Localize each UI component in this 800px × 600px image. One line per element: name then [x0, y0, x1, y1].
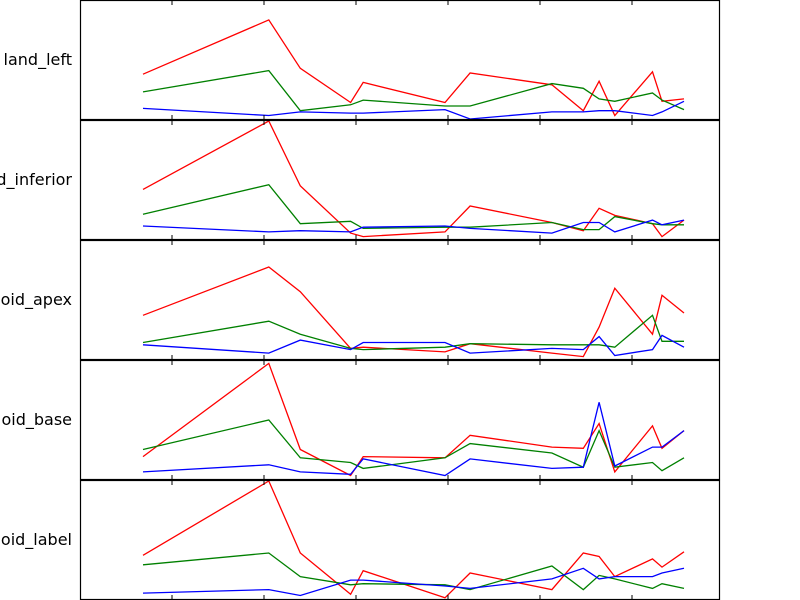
series-line-2-1 [142, 120, 685, 238]
panel-5: oid_label [1, 479, 721, 600]
series-line-5-1 [142, 480, 685, 599]
axes-frame [79, 0, 721, 121]
y-axis-label: oid_base [1, 410, 72, 430]
series-line-1-2 [142, 69, 685, 112]
series-line-4-1 [142, 362, 685, 477]
series-line-5-3 [142, 567, 685, 597]
series-line-2-2 [142, 183, 684, 231]
series-line-5-2 [142, 552, 685, 591]
series-line-3-1 [142, 266, 685, 358]
y-axis-label: oid_apex [1, 290, 72, 310]
series-line-1-1 [142, 19, 685, 117]
axes-frame [79, 239, 721, 361]
axes-frame [79, 119, 721, 241]
axes-frame [79, 359, 721, 481]
series-line-4-3 [142, 402, 685, 477]
y-axis-label: d_inferior [0, 170, 72, 190]
series-line-2-3 [142, 219, 685, 234]
series-line-3-3 [142, 334, 685, 357]
chart-panels: land_left d_inferior oid_apex oid_base oid_l… [0, 0, 721, 600]
y-axis-label: land_left [4, 50, 72, 70]
series-line-1-3 [142, 100, 685, 120]
panel-2: d_inferior [0, 119, 721, 241]
panel-1: land_left [4, 0, 721, 121]
series-line-3-2 [142, 314, 684, 351]
panel-4: oid_base [1, 359, 721, 481]
panel-3: oid_apex [1, 239, 721, 361]
y-axis-label: oid_label [1, 530, 72, 550]
series-line-4-2 [142, 419, 685, 472]
